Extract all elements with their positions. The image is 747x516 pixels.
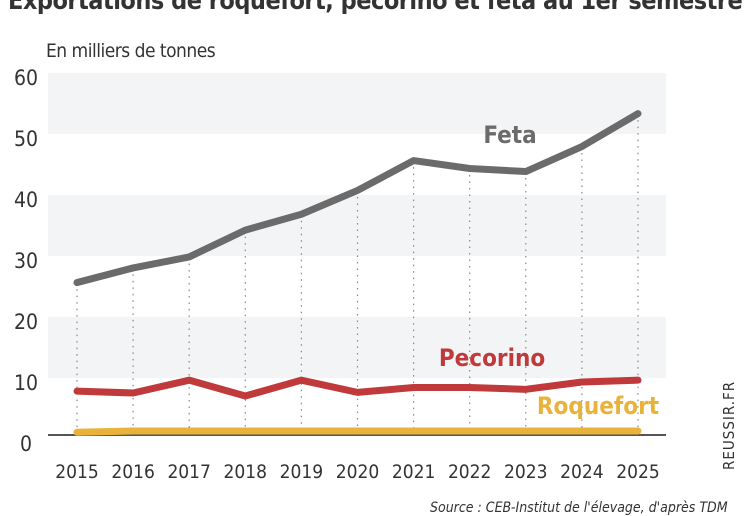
source-note: Source : CEB-Institut de l'élevage, d'ap… <box>430 500 728 516</box>
series-label-pecorino: Pecorino <box>439 344 545 372</box>
grid-band <box>48 195 666 256</box>
y-axis-label: En milliers de tonnes <box>46 40 216 62</box>
series-line-roquefort <box>73 427 642 436</box>
series-label-feta: Feta <box>483 121 536 149</box>
x-tick-label: 2025 <box>616 461 660 483</box>
x-tick-label: 2020 <box>336 461 380 483</box>
x-tick-label: 2024 <box>560 461 604 483</box>
y-tick-label: 0 <box>20 432 32 456</box>
brand-watermark: REUSSIR.FR <box>720 380 738 470</box>
x-tick-label: 2016 <box>111 461 155 483</box>
y-tick-label: 50 <box>14 127 38 151</box>
x-tick-label: 2015 <box>55 461 99 483</box>
x-tick-label: 2022 <box>448 461 492 483</box>
x-tick-label: 2018 <box>224 461 268 483</box>
series-line-feta <box>73 110 642 287</box>
series-label-roquefort: Roquefort <box>537 392 659 420</box>
y-tick-label: 10 <box>14 371 38 395</box>
x-tick-label: 2019 <box>280 461 324 483</box>
y-tick-label: 40 <box>14 188 38 212</box>
y-tick-label: 30 <box>14 249 38 273</box>
chart-title: Exportations de roquefort, pecorino et f… <box>8 0 743 15</box>
x-tick-label: 2021 <box>392 461 436 483</box>
x-tick-label: 2023 <box>504 461 548 483</box>
y-tick-label: 20 <box>14 310 38 334</box>
x-tick-label: 2017 <box>167 461 211 483</box>
series-line-pecorino <box>73 376 642 400</box>
y-tick-label: 60 <box>14 66 38 90</box>
grid-band <box>48 73 666 134</box>
